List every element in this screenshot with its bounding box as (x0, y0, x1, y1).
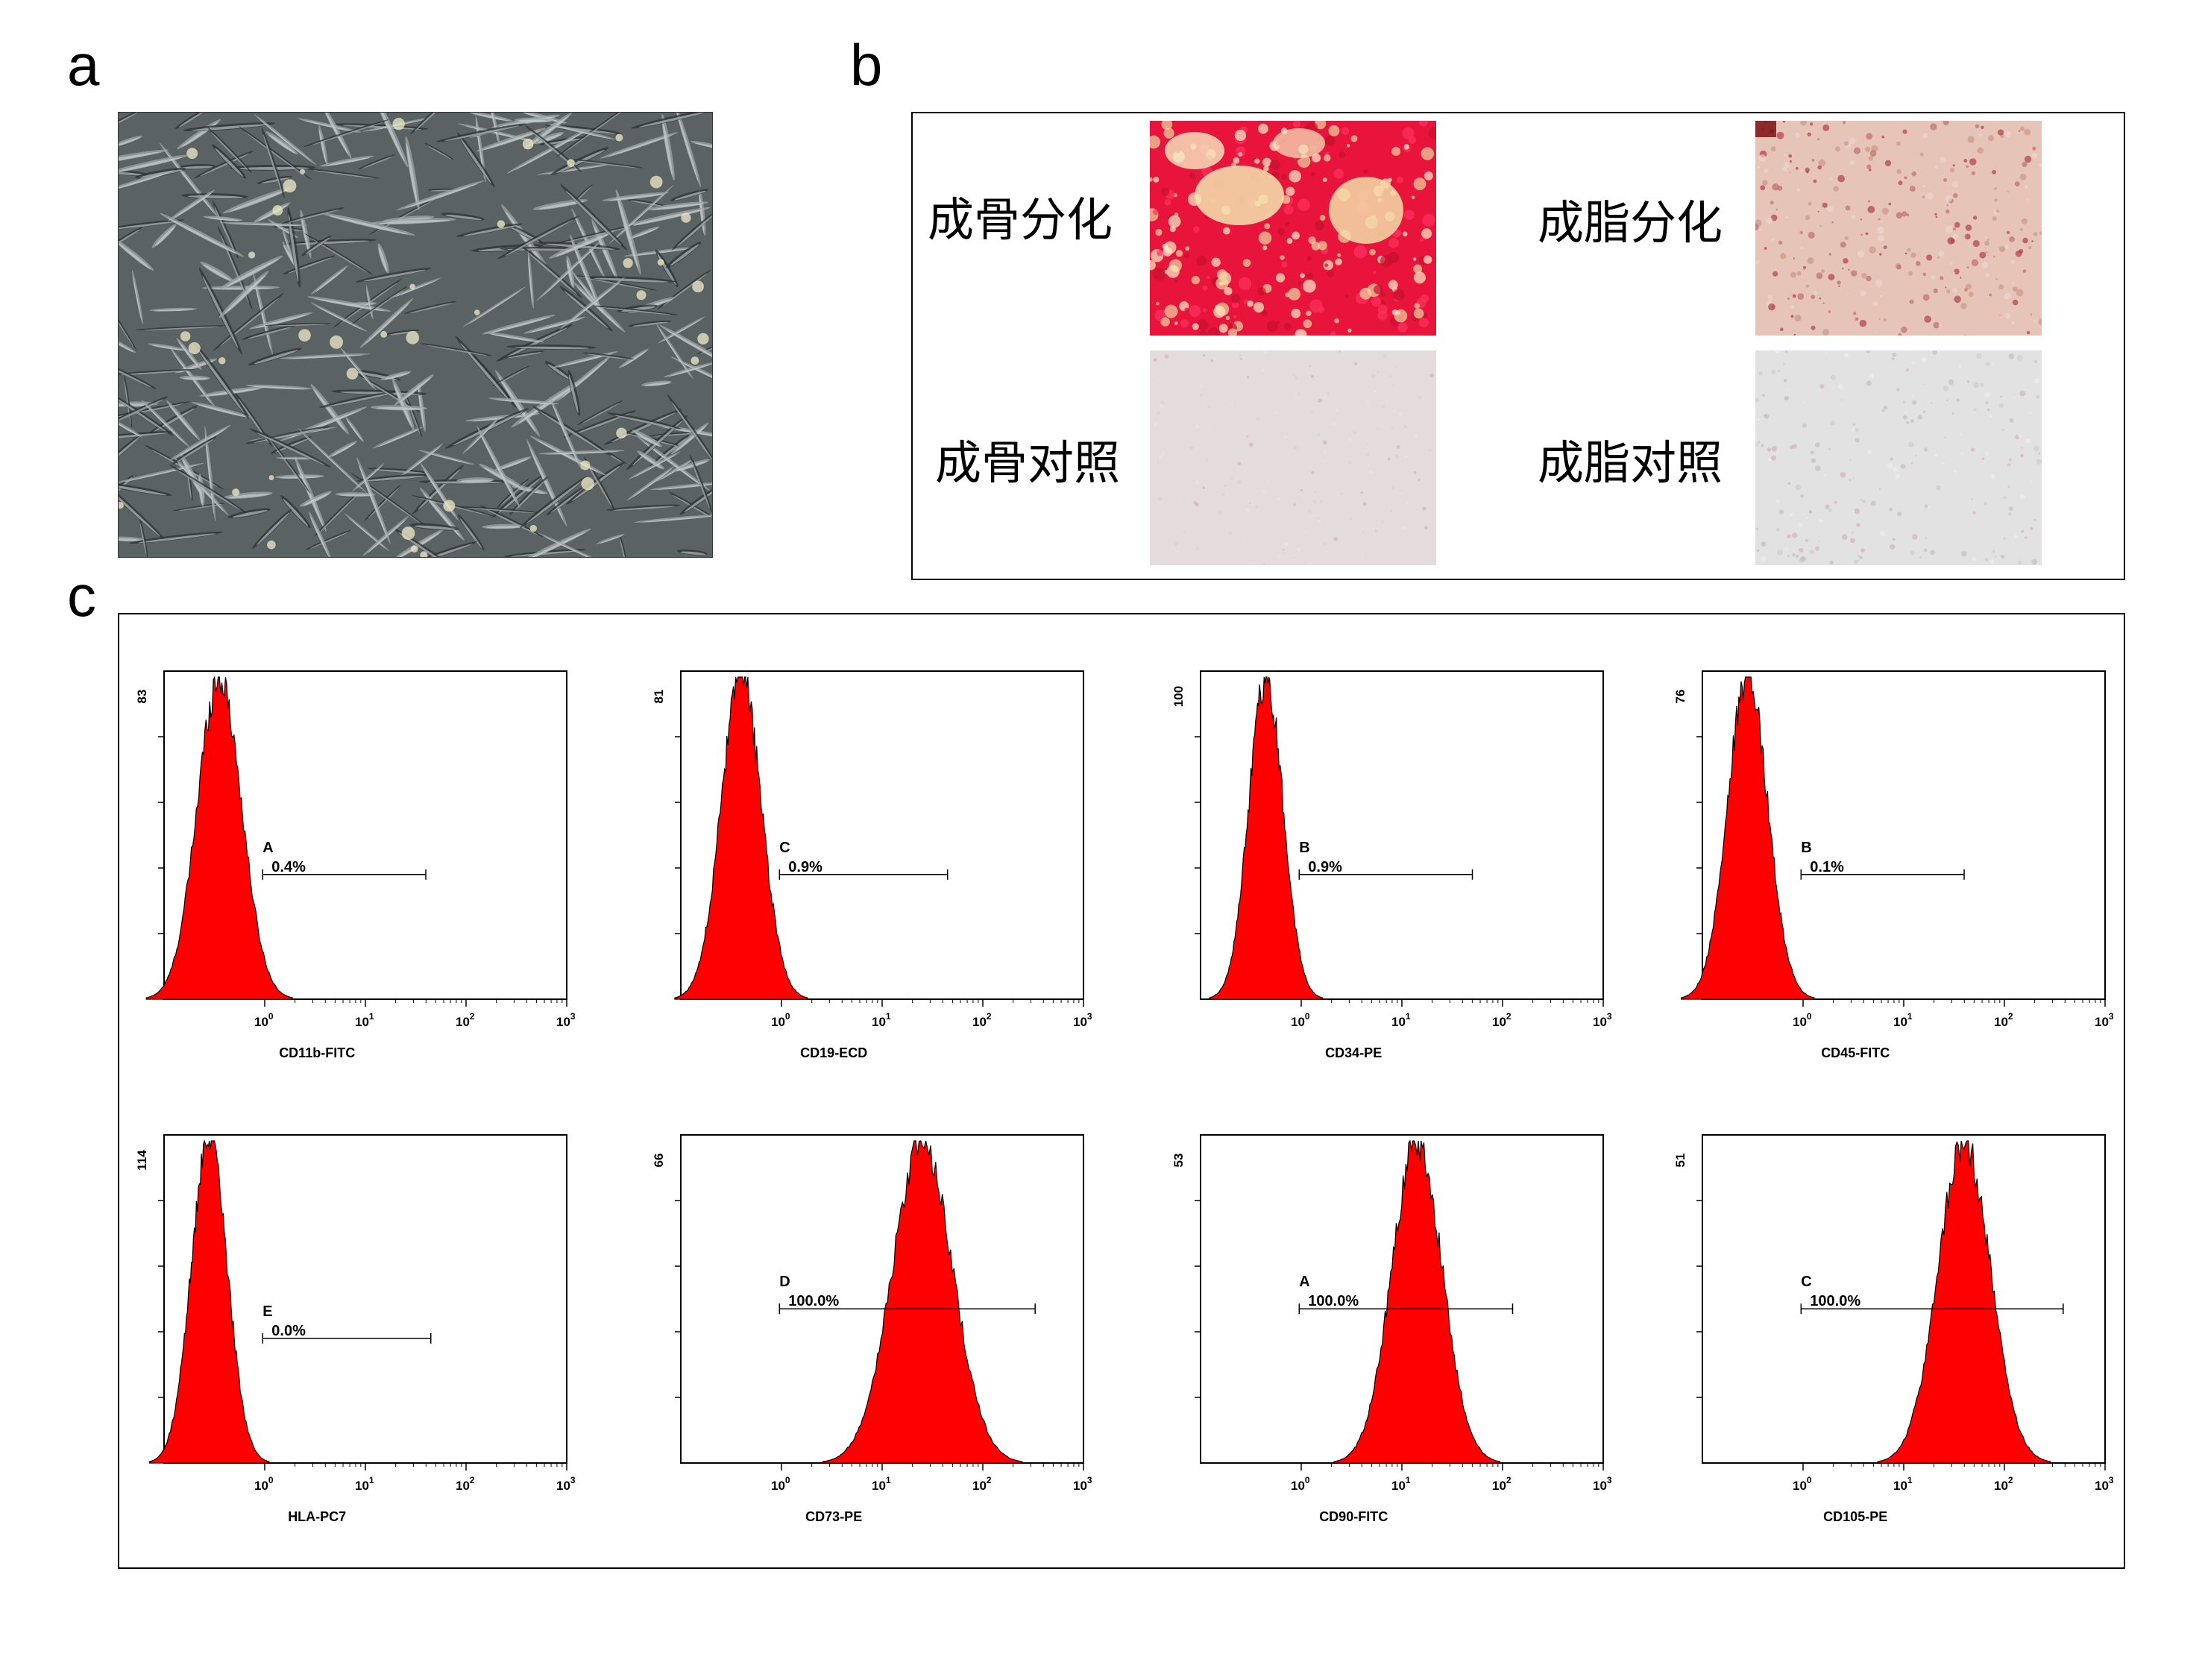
osteo-diff-label: 成骨分化 (928, 192, 1113, 247)
histogram-cd73: 66 100 101 102 103 CD73-PE D 100.0% (636, 1120, 1092, 1524)
histogram-cd34: 100 100 101 102 103 CD34-PE B 0.9% (1156, 656, 1612, 1060)
x-tick-label: 103 (2095, 1475, 2114, 1493)
panel-label-c: c (67, 563, 96, 629)
x-tick-label: 100 (1793, 1475, 1812, 1493)
y-max-label: 100 (1171, 686, 1186, 707)
panel-label-b: b (850, 32, 883, 98)
y-max-label: 53 (1171, 1154, 1186, 1168)
y-max-label: 81 (652, 690, 666, 704)
histogram-cd105: 51 100 101 102 103 CD105-PE C 100.0% (1658, 1120, 2114, 1524)
x-tick-label: 103 (1073, 1475, 1092, 1493)
x-tick-label: 100 (254, 1475, 274, 1493)
histogram-area (1333, 1139, 1501, 1464)
x-tick-label: 103 (556, 1011, 576, 1029)
osteo-ctrl-label: 成骨对照 (935, 435, 1121, 490)
x-tick-label: 101 (1893, 1011, 1913, 1029)
x-tick-label: 102 (1492, 1011, 1511, 1029)
flow-cytometry-panel: 83 100 101 102 103 CD11b-FITC A 0.4% 81 100 101 10… (118, 613, 2125, 1569)
panel-label-a: a (67, 32, 100, 98)
gate-percent: 0.9% (788, 859, 822, 875)
gate-label: D (779, 1274, 790, 1290)
gate-label: B (1801, 840, 1811, 856)
x-tick-label: 102 (456, 1011, 475, 1029)
cell-micrograph-image (119, 113, 712, 557)
gate-percent: 100.0% (1810, 1293, 1860, 1309)
x-tick-label: 103 (556, 1475, 576, 1493)
gate-label: C (1801, 1274, 1811, 1290)
x-tick-label: 100 (771, 1011, 790, 1029)
x-tick-label: 101 (872, 1475, 891, 1493)
x-tick-label: 101 (1893, 1475, 1913, 1493)
cell-micrograph (118, 112, 713, 558)
histogram-area (674, 676, 808, 1000)
x-tick-label: 102 (1492, 1475, 1511, 1493)
gate-label: E (262, 1303, 272, 1320)
histogram-area (1209, 676, 1324, 1000)
x-tick-label: 100 (1291, 1011, 1310, 1029)
histogram-hla: 114 100 101 102 103 HLA-PC7 E 0.0% (119, 1120, 576, 1524)
histogram-area (1681, 676, 1815, 1000)
x-axis-label: CD45-FITC (1821, 1045, 1890, 1060)
gate-label: B (1299, 840, 1309, 856)
y-max-label: 66 (652, 1154, 666, 1168)
x-tick-label: 100 (254, 1011, 274, 1029)
gate-percent: 100.0% (1308, 1293, 1359, 1309)
adipo-ctrl-image (1755, 350, 2042, 565)
x-tick-label: 103 (1593, 1475, 1612, 1493)
histogram-area (822, 1140, 1023, 1464)
x-tick-label: 100 (1793, 1011, 1812, 1029)
x-axis-label: CD11b-FITC (279, 1045, 355, 1060)
plot-frame (1702, 1134, 2106, 1464)
x-tick-label: 103 (2095, 1011, 2114, 1029)
x-tick-label: 101 (355, 1475, 374, 1493)
adipo-diff-label: 成脂分化 (1538, 195, 1723, 250)
x-tick-label: 102 (972, 1475, 992, 1493)
histogram-cd19: 81 100 101 102 103 CD19-ECD C 0.9% (636, 656, 1092, 1060)
x-axis-label: CD105-PE (1823, 1509, 1887, 1524)
x-tick-label: 103 (1593, 1011, 1612, 1029)
osteo-ctrl-image (1150, 350, 1436, 565)
gate-percent: 0.4% (271, 859, 306, 875)
histogram-area (1877, 1140, 2051, 1464)
x-axis-label: CD19-ECD (800, 1045, 867, 1060)
x-tick-label: 101 (872, 1011, 891, 1029)
x-tick-label: 100 (771, 1475, 790, 1493)
histogram-area (145, 675, 293, 1000)
histogram-cd45: 76 100 101 102 103 CD45-FITC B 0.1% (1658, 656, 2114, 1060)
gate-label: C (779, 840, 790, 856)
gate-percent: 0.9% (1308, 859, 1342, 875)
x-axis-label: CD73-PE (805, 1509, 862, 1524)
x-tick-label: 101 (1391, 1475, 1411, 1493)
gate-label: A (262, 840, 273, 856)
histogram-area (148, 1139, 270, 1464)
differentiation-panel: 成骨分化 成脂分化 成骨对照 成脂对照 (911, 112, 2125, 580)
gate-percent: 0.1% (1810, 859, 1844, 875)
y-max-label: 76 (1673, 690, 1687, 704)
histogram-cd90: 53 100 101 102 103 CD90-FITC A 100.0% (1156, 1120, 1612, 1524)
x-axis-label: CD90-FITC (1319, 1509, 1388, 1524)
x-tick-label: 100 (1291, 1475, 1310, 1493)
x-axis-label: HLA-PC7 (288, 1509, 346, 1524)
y-max-label: 114 (135, 1150, 149, 1171)
gate-label: A (1299, 1274, 1309, 1290)
adipo-diff-image (1755, 121, 2042, 336)
adipo-ctrl-label: 成脂对照 (1538, 435, 1723, 490)
gate-percent: 100.0% (788, 1293, 839, 1309)
x-tick-label: 102 (972, 1011, 992, 1029)
x-axis-label: CD34-PE (1325, 1045, 1382, 1060)
x-tick-label: 103 (1073, 1011, 1092, 1029)
y-max-label: 83 (135, 690, 149, 704)
gate-percent: 0.0% (271, 1323, 306, 1339)
y-max-label: 51 (1673, 1154, 1687, 1168)
histogram-cd11b: 83 100 101 102 103 CD11b-FITC A 0.4% (119, 656, 576, 1060)
x-tick-label: 101 (355, 1011, 374, 1029)
osteo-diff-image (1150, 121, 1436, 336)
x-tick-label: 102 (456, 1475, 475, 1493)
x-tick-label: 102 (1994, 1475, 2013, 1493)
x-tick-label: 102 (1994, 1011, 2013, 1029)
x-tick-label: 101 (1391, 1011, 1411, 1029)
